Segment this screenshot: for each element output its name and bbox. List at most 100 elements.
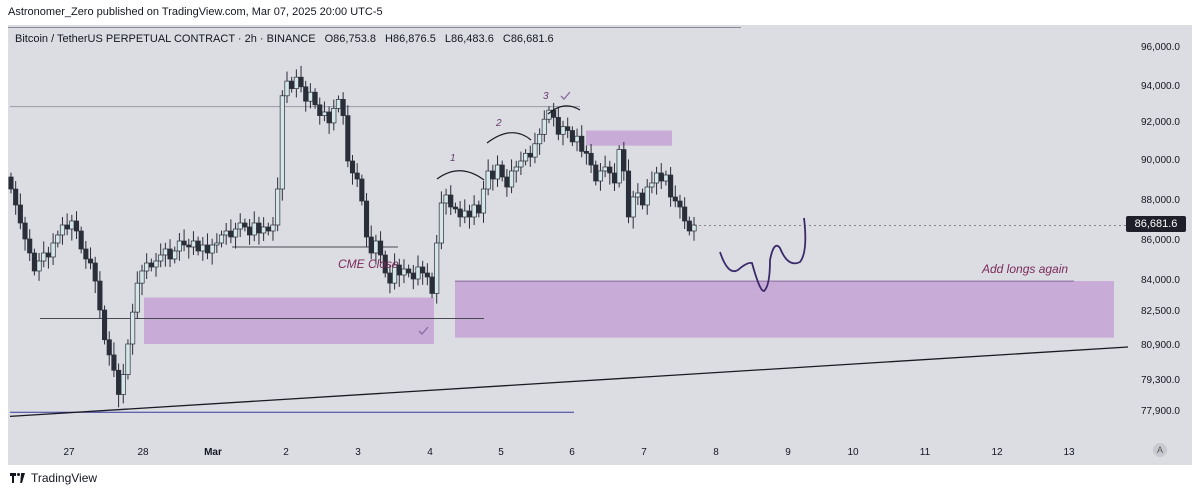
candle-body (537, 133, 543, 145)
candle-body (583, 151, 589, 154)
candle-body (654, 172, 660, 184)
tradingview-branding[interactable]: TradingView (10, 471, 97, 485)
candle-body (326, 111, 332, 124)
candle-body (443, 194, 449, 204)
annotation-label: CME Close (338, 257, 399, 271)
wave-arc-3 (547, 105, 581, 115)
candle-body (457, 208, 463, 218)
candle-body (186, 244, 192, 248)
candle-body (448, 194, 454, 208)
candle-body (275, 188, 281, 226)
candle-body (200, 244, 206, 252)
candle-body (616, 149, 622, 184)
candle-body (83, 248, 89, 260)
candle-body (130, 311, 136, 345)
candle-body (335, 99, 342, 109)
check-mark-icon (560, 91, 571, 100)
candle-body (228, 230, 234, 238)
candle-body (462, 210, 468, 218)
candle-body (373, 240, 379, 254)
candle-body (579, 135, 585, 152)
candle-body (672, 196, 678, 202)
candle-body (359, 178, 365, 202)
candle-body (410, 272, 416, 280)
candle-body (55, 234, 61, 244)
x-tick-label: 3 (355, 447, 361, 458)
candle-body (251, 222, 257, 236)
annotation-label: 2 (495, 118, 502, 129)
candle-body (639, 192, 646, 206)
y-tick-label: 96,000.0 (1141, 42, 1180, 53)
x-tick-label: 27 (63, 447, 75, 458)
y-tick-label: 86,000.0 (1141, 235, 1180, 246)
candle-body (106, 339, 112, 356)
candle-body (691, 224, 697, 232)
candle-body (494, 164, 501, 180)
x-tick-label: 28 (137, 447, 149, 458)
y-tick-label: 94,000.0 (1141, 81, 1180, 92)
candle-body (686, 220, 692, 232)
candle-body (574, 135, 580, 143)
candle-body (635, 192, 641, 198)
symbol-name[interactable]: Bitcoin / TetherUS PERPETUAL CONTRACT · … (15, 33, 316, 45)
candle-body (111, 354, 117, 371)
candle-body (625, 170, 632, 218)
candle-body (270, 224, 276, 232)
y-tick-label: 84,000.0 (1141, 275, 1180, 286)
ohlc-high: H86,876.5 (385, 33, 436, 45)
candle-body (471, 204, 477, 218)
candle-body (247, 226, 253, 236)
publisher-line: Astronomer_Zero published on TradingView… (8, 6, 383, 18)
candle-body (8, 176, 14, 190)
candle-body (45, 252, 51, 258)
candle-body (59, 224, 66, 236)
candle-body (125, 343, 131, 375)
candle-body (265, 226, 271, 232)
annotation-label: 1 (450, 153, 456, 164)
candle-body (307, 91, 313, 102)
x-tick-label: 8 (713, 447, 719, 458)
candle-body (480, 188, 487, 214)
candle-body (560, 126, 566, 135)
candle-body (144, 262, 150, 272)
candle-body (611, 172, 618, 184)
candle-body (682, 206, 688, 222)
candle-body (476, 204, 482, 214)
candle-body (490, 170, 496, 180)
x-tick-label: 11 (920, 447, 931, 458)
y-tick-label: 92,000.0 (1141, 117, 1180, 128)
candle-body (429, 276, 435, 294)
ohlc-close: C86,681.6 (502, 33, 554, 45)
x-tick-label: 5 (498, 447, 504, 458)
check-mark-icon (418, 326, 429, 335)
candle-body (523, 152, 529, 162)
candle-body (153, 260, 159, 268)
candle-body (588, 152, 594, 166)
candle-body (17, 204, 23, 224)
candle-body (349, 160, 356, 174)
candle-body (406, 268, 412, 274)
annotation-label: 3 (543, 91, 549, 102)
ohlc-open: O86,753.8 (324, 33, 376, 45)
candle-body (504, 176, 510, 188)
candle-body (509, 170, 515, 188)
tradingview-logo-icon (10, 473, 25, 483)
x-tick-label: 13 (1063, 447, 1075, 458)
candle-body (167, 248, 173, 260)
candle-body (518, 160, 524, 168)
candle-body (64, 224, 70, 230)
candle-body (279, 95, 285, 190)
candle-body (434, 242, 440, 294)
projected-path (719, 217, 807, 292)
auto-scale-button[interactable]: A (1153, 443, 1167, 457)
y-tick-label: 79,300.0 (1141, 375, 1180, 386)
candle-body (532, 143, 538, 158)
candle-body (597, 170, 603, 182)
x-tick-label: 2 (283, 447, 289, 458)
candle-body (607, 166, 613, 174)
last-price-label: 86,681.6 (1126, 216, 1186, 232)
candle-body (116, 369, 122, 395)
candle-body (134, 282, 140, 313)
x-tick-label: 12 (991, 447, 1003, 458)
